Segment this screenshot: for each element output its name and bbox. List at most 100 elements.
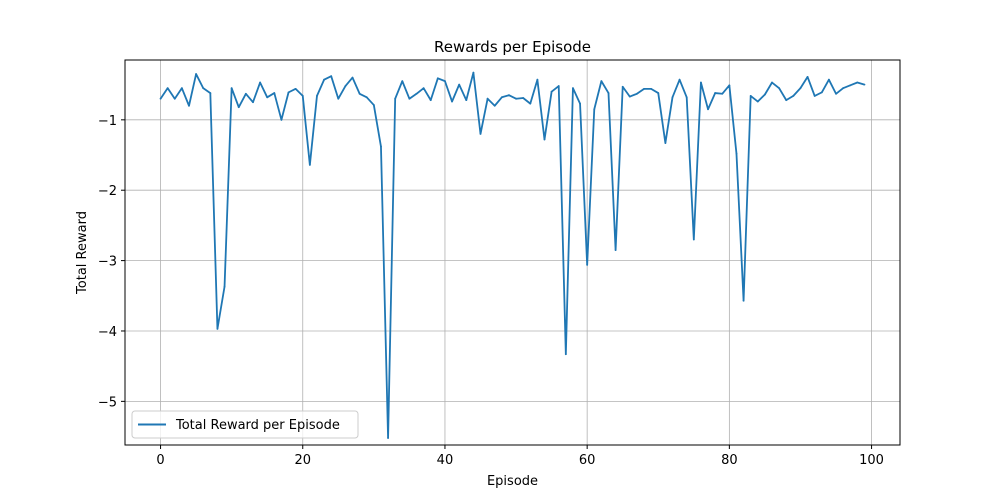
data-point bbox=[415, 92, 418, 95]
x-tick-label: 0 bbox=[156, 453, 164, 468]
data-point bbox=[707, 108, 709, 111]
data-point bbox=[529, 102, 532, 105]
data-point bbox=[479, 133, 482, 135]
data-point bbox=[664, 142, 667, 144]
data-point bbox=[408, 97, 411, 100]
data-point bbox=[806, 75, 809, 78]
legend: Total Reward per Episode bbox=[131, 410, 359, 439]
data-point bbox=[173, 97, 176, 100]
data-point bbox=[166, 87, 169, 90]
y-axis-label: Total Reward bbox=[75, 211, 90, 295]
data-point bbox=[223, 285, 226, 288]
data-point bbox=[515, 97, 517, 100]
data-point bbox=[422, 87, 425, 90]
data-point bbox=[387, 437, 389, 439]
data-point bbox=[188, 104, 190, 107]
data-point bbox=[358, 92, 361, 95]
data-point bbox=[621, 85, 624, 88]
data-point bbox=[586, 263, 589, 266]
data-point bbox=[678, 78, 681, 81]
data-point bbox=[685, 96, 688, 99]
data-point bbox=[692, 238, 695, 241]
data-point bbox=[159, 97, 162, 100]
data-point bbox=[266, 96, 269, 99]
data-point bbox=[849, 84, 852, 87]
axes-frame bbox=[124, 59, 901, 446]
data-point bbox=[244, 92, 247, 95]
data-point bbox=[650, 87, 653, 90]
data-point bbox=[735, 152, 738, 155]
data-point bbox=[820, 91, 823, 94]
data-point bbox=[536, 78, 539, 81]
data-point bbox=[436, 77, 439, 80]
data-point bbox=[792, 95, 795, 97]
data-point bbox=[458, 83, 461, 86]
data-point bbox=[572, 87, 574, 90]
x-tick-label: 80 bbox=[721, 453, 738, 468]
x-tick-label: 40 bbox=[437, 453, 454, 468]
data-point bbox=[721, 92, 724, 95]
data-point bbox=[180, 87, 183, 90]
data-point bbox=[337, 97, 340, 100]
data-point bbox=[700, 81, 702, 84]
data-point bbox=[813, 95, 816, 97]
data-point bbox=[316, 95, 318, 97]
data-point bbox=[472, 71, 475, 74]
data-point bbox=[330, 75, 333, 78]
y-tick-label: −1 bbox=[98, 114, 117, 129]
data-point bbox=[714, 92, 717, 94]
data-point bbox=[835, 92, 837, 95]
data-point bbox=[209, 92, 212, 94]
data-point bbox=[287, 91, 290, 94]
data-point bbox=[508, 94, 510, 97]
legend-box bbox=[131, 410, 359, 439]
data-point bbox=[429, 99, 432, 102]
data-point bbox=[614, 249, 617, 251]
data-point bbox=[828, 78, 830, 81]
data-point bbox=[394, 97, 397, 100]
data-point bbox=[465, 99, 468, 102]
data-point bbox=[628, 95, 631, 98]
series-line-0 bbox=[159, 71, 865, 439]
data-point bbox=[195, 73, 198, 75]
data-point bbox=[380, 145, 382, 148]
data-point bbox=[771, 81, 773, 84]
data-point bbox=[252, 101, 254, 104]
y-tick-label: −2 bbox=[98, 184, 117, 199]
data-point bbox=[323, 78, 325, 81]
data-point bbox=[671, 96, 674, 99]
x-tick-label: 100 bbox=[859, 453, 884, 468]
data-point bbox=[486, 97, 489, 100]
data-point bbox=[856, 81, 859, 84]
data-point bbox=[237, 106, 240, 109]
ticks: 0 20 40 60 80 100 −5 −4 −3 −2 −1 bbox=[98, 114, 884, 468]
data-point bbox=[643, 87, 645, 90]
x-tick-label: 20 bbox=[294, 453, 311, 468]
data-point bbox=[344, 85, 347, 87]
data-point bbox=[636, 92, 638, 95]
data-point bbox=[600, 80, 603, 83]
x-tick-label: 60 bbox=[579, 453, 596, 468]
legend-label: Total Reward per Episode bbox=[175, 418, 340, 433]
data-point bbox=[493, 104, 496, 107]
data-point bbox=[294, 87, 297, 90]
series-layer bbox=[159, 71, 866, 439]
data-point bbox=[202, 87, 205, 90]
data-point bbox=[301, 95, 304, 97]
data-point bbox=[351, 76, 354, 79]
data-point bbox=[522, 97, 525, 99]
data-point bbox=[742, 299, 745, 302]
data-point bbox=[280, 118, 283, 121]
data-point bbox=[749, 95, 752, 97]
data-point bbox=[657, 92, 660, 94]
data-point bbox=[550, 90, 553, 93]
data-point bbox=[799, 87, 802, 90]
data-point bbox=[401, 80, 404, 83]
data-point bbox=[756, 100, 759, 103]
data-point bbox=[365, 96, 368, 99]
data-point bbox=[230, 87, 233, 90]
data-point bbox=[863, 83, 866, 86]
data-point bbox=[579, 102, 581, 105]
data-point bbox=[564, 353, 567, 356]
